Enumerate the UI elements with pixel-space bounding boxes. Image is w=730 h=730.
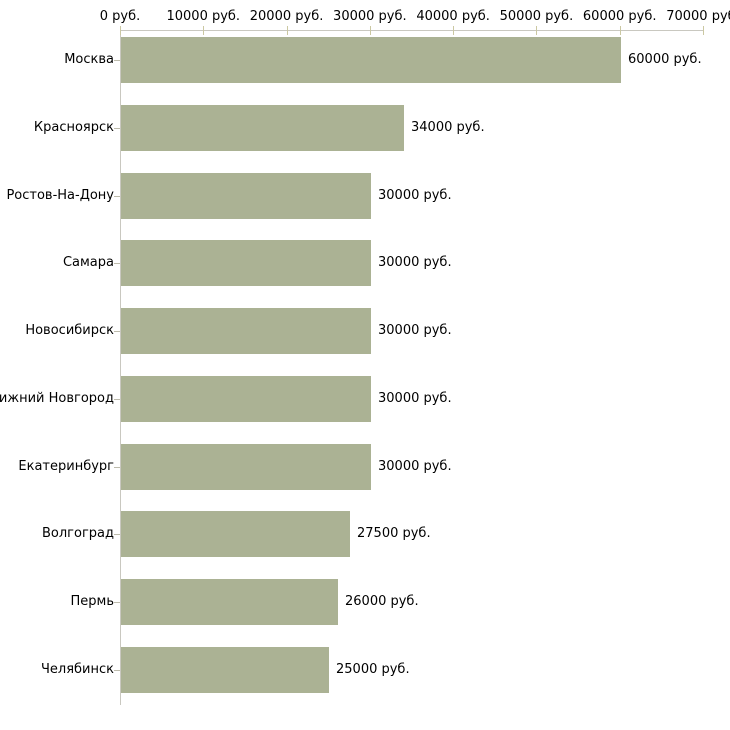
bar xyxy=(121,37,621,83)
x-axis-tick-label: 10000 руб. xyxy=(166,9,241,24)
y-axis-line xyxy=(120,30,121,705)
bar xyxy=(121,647,329,693)
x-axis-tick xyxy=(703,26,704,35)
category-label: Самара xyxy=(62,255,114,270)
bar xyxy=(121,105,404,151)
x-axis-tick-label: 0 руб. xyxy=(99,9,141,24)
category-label: Красноярск xyxy=(33,120,114,135)
value-label: 30000 руб. xyxy=(378,391,452,406)
value-label: 30000 руб. xyxy=(378,459,452,474)
x-axis-tick-label: 20000 руб. xyxy=(249,9,324,24)
y-axis-tick xyxy=(114,196,120,197)
category-label: Волгоград xyxy=(41,526,114,541)
x-axis-tick-label: 60000 руб. xyxy=(582,9,657,24)
y-axis-tick xyxy=(114,263,120,264)
bar xyxy=(121,376,371,422)
x-axis-tick xyxy=(120,26,121,35)
category-label: Нижний Новгород xyxy=(0,391,114,406)
category-label: Екатеринбург xyxy=(18,459,114,474)
x-axis-line xyxy=(120,30,703,31)
value-label: 30000 руб. xyxy=(378,323,452,338)
value-label: 25000 руб. xyxy=(336,662,410,677)
value-label: 30000 руб. xyxy=(378,188,452,203)
category-label: Новосибирск xyxy=(25,323,114,338)
x-axis-tick xyxy=(369,26,371,35)
bar xyxy=(121,511,350,557)
x-axis-tick-label: 30000 руб. xyxy=(333,9,407,24)
bar xyxy=(121,579,338,625)
x-axis-tick xyxy=(536,26,538,35)
y-axis-tick xyxy=(114,467,120,468)
x-axis-tick xyxy=(203,26,205,35)
bar xyxy=(121,444,371,490)
x-axis-tick-label: 70000 руб. xyxy=(666,9,730,24)
x-axis-tick-label: 50000 руб. xyxy=(499,9,574,24)
x-axis-tick xyxy=(619,26,621,35)
bar xyxy=(121,240,371,286)
category-label: Ростов-На-Дону xyxy=(6,188,114,203)
bar xyxy=(121,308,371,354)
x-axis-tick xyxy=(286,26,288,35)
value-label: 26000 руб. xyxy=(345,594,419,609)
category-label: Пермь xyxy=(70,594,115,609)
y-axis-tick xyxy=(114,128,120,129)
category-label: Москва xyxy=(64,52,114,67)
y-axis-tick xyxy=(114,602,120,603)
x-axis-tick xyxy=(453,26,455,35)
value-label: 60000 руб. xyxy=(628,52,702,67)
y-axis-tick xyxy=(114,60,120,61)
y-axis-tick xyxy=(114,534,120,535)
value-label: 27500 руб. xyxy=(357,526,431,541)
value-label: 30000 руб. xyxy=(378,255,452,270)
x-axis-tick-label: 40000 руб. xyxy=(416,9,490,24)
category-label: Челябинск xyxy=(40,662,114,677)
y-axis-tick xyxy=(114,331,120,332)
y-axis-tick xyxy=(114,670,120,671)
bar xyxy=(121,173,371,219)
value-label: 34000 руб. xyxy=(411,120,485,135)
y-axis-tick xyxy=(114,399,120,400)
